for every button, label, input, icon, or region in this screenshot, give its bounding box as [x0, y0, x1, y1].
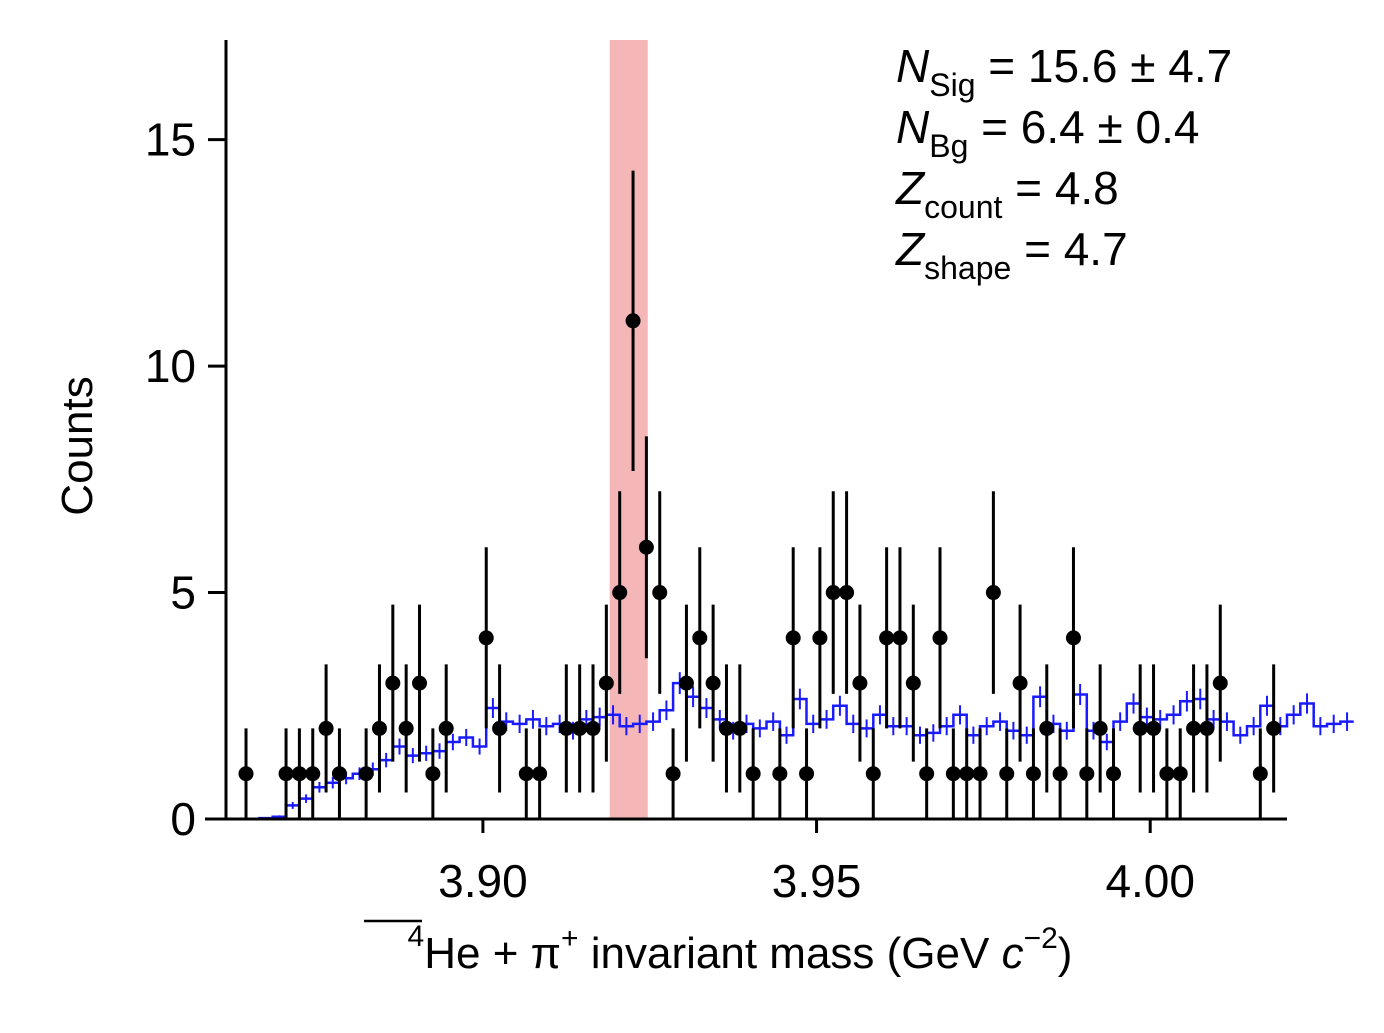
background-series	[219, 672, 1354, 821]
data-point	[692, 630, 708, 646]
y-axis-label: Counts	[53, 376, 102, 515]
y-tick-label: 0	[170, 793, 196, 845]
data-point	[932, 630, 948, 646]
x-label-close: )	[1058, 929, 1073, 978]
data-point	[1052, 766, 1068, 782]
data-point	[1065, 630, 1081, 646]
data-point	[919, 766, 935, 782]
data-point	[905, 675, 921, 691]
data-point	[1079, 766, 1095, 782]
data-point	[1025, 766, 1041, 782]
y-ticks: 0 5 10 15	[145, 114, 226, 845]
data-point	[558, 720, 574, 736]
data-point	[1039, 720, 1055, 736]
data-point	[438, 720, 454, 736]
x-label-pion-charge: +	[561, 922, 579, 955]
data-point	[1199, 720, 1215, 736]
data-point	[852, 675, 868, 691]
data-point	[1186, 720, 1202, 736]
data-point	[1172, 766, 1188, 782]
x-tick-label: 4.00	[1105, 855, 1195, 907]
data-point	[532, 766, 548, 782]
data-point	[1106, 766, 1122, 782]
data-point	[238, 766, 254, 782]
data-series	[238, 170, 1282, 819]
data-point	[1092, 720, 1108, 736]
data-point	[839, 585, 855, 601]
x-tick-label: 3.95	[772, 855, 862, 907]
data-point	[412, 675, 428, 691]
data-point	[718, 720, 734, 736]
data-point	[478, 630, 494, 646]
data-point	[385, 675, 401, 691]
data-point	[1132, 720, 1148, 736]
data-point	[879, 630, 895, 646]
data-point	[572, 720, 588, 736]
x-label-c: c	[1002, 929, 1024, 978]
data-point	[318, 720, 334, 736]
annotation-line: Zcount = 4.8	[895, 162, 1119, 225]
signal-region-band	[609, 40, 648, 819]
data-point	[1012, 675, 1028, 691]
data-point	[772, 766, 788, 782]
annotation-line: NBg = 6.4 ± 0.4	[896, 101, 1200, 164]
data-point	[305, 766, 321, 782]
data-point	[1266, 720, 1282, 736]
data-point	[785, 630, 801, 646]
data-point	[678, 675, 694, 691]
data-point	[612, 585, 628, 601]
data-point	[959, 766, 975, 782]
data-point	[799, 766, 815, 782]
data-point	[1159, 766, 1175, 782]
x-label-plus-pion: + π	[480, 929, 561, 978]
data-point	[1212, 675, 1228, 691]
data-point	[665, 766, 681, 782]
x-label-superscript: 4	[408, 920, 425, 953]
data-point	[585, 720, 601, 736]
annotation-line: Zshape = 4.7	[895, 223, 1128, 286]
x-label-antihelium: He	[424, 929, 480, 978]
x-axis-label: 4He + π+ invariant mass (GeV c−2)	[408, 920, 1073, 978]
x-label-units: invariant mass (GeV	[579, 929, 1002, 978]
background-histogram-line	[219, 681, 1354, 821]
data-point	[358, 766, 374, 782]
data-point	[985, 585, 1001, 601]
data-point	[652, 585, 668, 601]
data-point	[371, 720, 387, 736]
data-point	[598, 675, 614, 691]
data-point	[732, 720, 748, 736]
data-point	[625, 313, 641, 329]
data-point	[812, 630, 828, 646]
data-point	[638, 539, 654, 555]
annotation-line: NSig = 15.6 ± 4.7	[896, 40, 1232, 103]
data-point	[291, 766, 307, 782]
data-point	[518, 766, 534, 782]
data-point	[1252, 766, 1268, 782]
data-point	[278, 766, 294, 782]
y-tick-label: 10	[145, 340, 196, 392]
x-ticks: 3.90 3.95 4.00	[438, 819, 1195, 907]
data-point	[705, 675, 721, 691]
data-point	[892, 630, 908, 646]
data-point	[972, 766, 988, 782]
data-point	[492, 720, 508, 736]
data-point	[999, 766, 1015, 782]
x-label-exponent: −2	[1024, 922, 1058, 955]
x-tick-label: 3.90	[438, 855, 528, 907]
data-point	[745, 766, 761, 782]
data-point	[398, 720, 414, 736]
y-tick-label: 15	[145, 114, 196, 166]
data-point	[331, 766, 347, 782]
data-point	[1146, 720, 1162, 736]
data-point	[425, 766, 441, 782]
data-point	[945, 766, 961, 782]
data-point	[865, 766, 881, 782]
y-tick-label: 5	[170, 567, 196, 619]
data-point	[825, 585, 841, 601]
